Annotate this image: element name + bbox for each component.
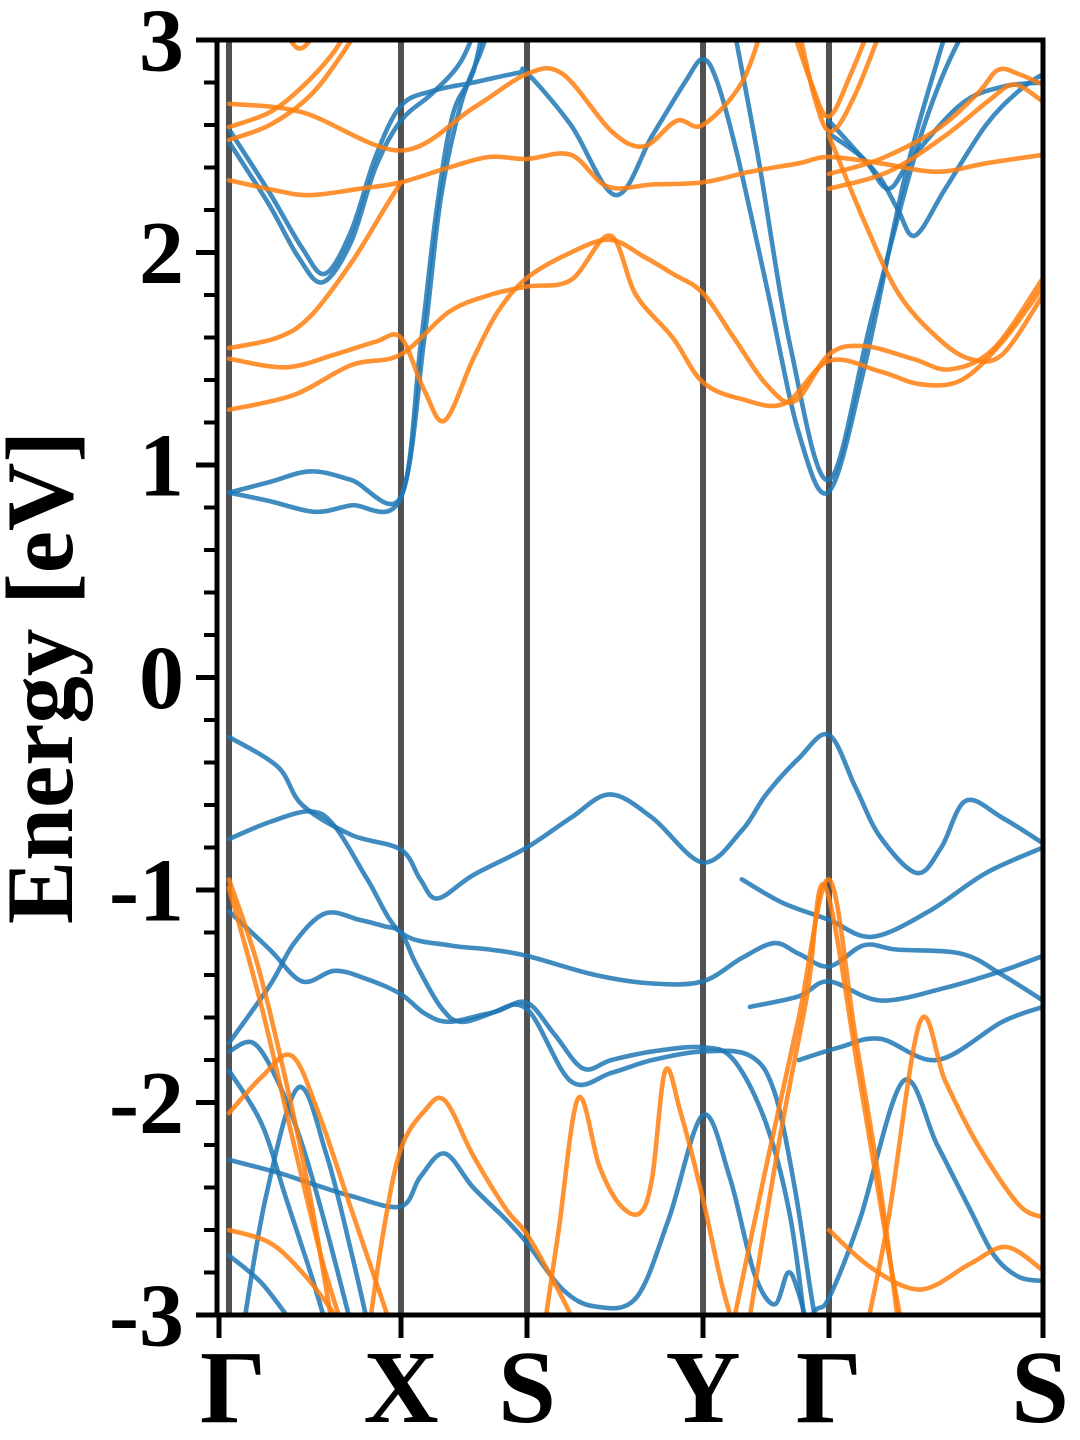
y-tick-labels: 3 2 1 0 -1 -2 -3 — [109, 0, 184, 1366]
band-curve-blue-v2 — [226, 809, 1043, 1003]
band-curve-blue-dip-twin — [226, 40, 474, 285]
band-curve-orange-band27 — [226, 237, 1043, 424]
band-curve-orange-arc-top — [287, 40, 314, 51]
band-curve-orange-sy-arch — [543, 1066, 733, 1315]
band-curve-orange-right-hump-low — [866, 1014, 1043, 1315]
kpoint-label-5: S — [1011, 1330, 1069, 1440]
band-curve-orange-steep-dn2 — [226, 885, 342, 1315]
band-curve-orange-arch-dn — [226, 1052, 390, 1315]
y-ticks — [196, 37, 217, 1318]
band-curve-blue-low-pair — [796, 1004, 1043, 1063]
band-curve-orange-flat-mid — [226, 151, 1043, 198]
band-curve-blue-big — [226, 40, 946, 496]
band-curve-orange-v-up2 — [798, 40, 880, 134]
y-tick-label--2: -2 — [109, 1054, 184, 1153]
band-curve-orange-right-hump1 — [826, 66, 1043, 177]
band-curve-blue-deep-w — [226, 1112, 808, 1315]
y-tick-label--1: -1 — [109, 842, 184, 941]
band-curve-orange-steep-up1 — [226, 40, 345, 130]
band-curve-orange-bottom-right — [826, 1227, 1043, 1292]
y-tick-label--3: -3 — [109, 1267, 184, 1366]
band-curve-orange-band28 — [226, 233, 1043, 413]
band-curve-orange-riser-left — [226, 180, 404, 351]
band-curves — [226, 40, 1043, 1315]
band-curve-blue-v-gamma2 — [733, 40, 962, 483]
band-curve-orange-wavy-top — [226, 40, 761, 153]
kpoint-label-3: Y — [665, 1330, 740, 1440]
band-curve-blue-cbm-b — [226, 40, 488, 515]
y-tick-label-0: 0 — [139, 629, 184, 728]
kpoint-label-2: S — [498, 1330, 556, 1440]
band-curve-orange-right-hump2 — [826, 82, 1043, 192]
band-curve-blue-ygroup-b — [747, 953, 1043, 1010]
kpoint-label-4: Γ — [796, 1330, 862, 1440]
kpoint-vlines — [226, 40, 832, 1315]
y-axis-label: Energy [eV] — [0, 431, 93, 924]
y-tick-label-1: 1 — [139, 417, 184, 516]
y-tick-label-2: 2 — [139, 204, 184, 303]
band-curve-orange-steep-up2 — [226, 40, 354, 143]
kpoint-label-1: X — [363, 1330, 438, 1440]
band-curve-blue-v4 — [226, 908, 817, 1315]
band-curve-blue-vbm — [226, 731, 1043, 901]
band-curve-blue-ygroup-a — [739, 845, 1043, 940]
band-curve-blue-steep-left — [226, 1068, 326, 1315]
band-curve-orange-v-up1 — [793, 40, 868, 119]
band-curve-orange-lambda1 — [732, 877, 900, 1315]
band-curve-blue-left-bottom — [226, 1253, 290, 1315]
band-curve-orange-low-left — [226, 1227, 338, 1315]
kpoint-label-0: Γ — [200, 1330, 266, 1440]
band-curve-orange-xs-arch — [368, 1095, 574, 1315]
y-tick-label-3: 3 — [139, 0, 184, 91]
band-curve-orange-right-desc — [826, 133, 1043, 364]
